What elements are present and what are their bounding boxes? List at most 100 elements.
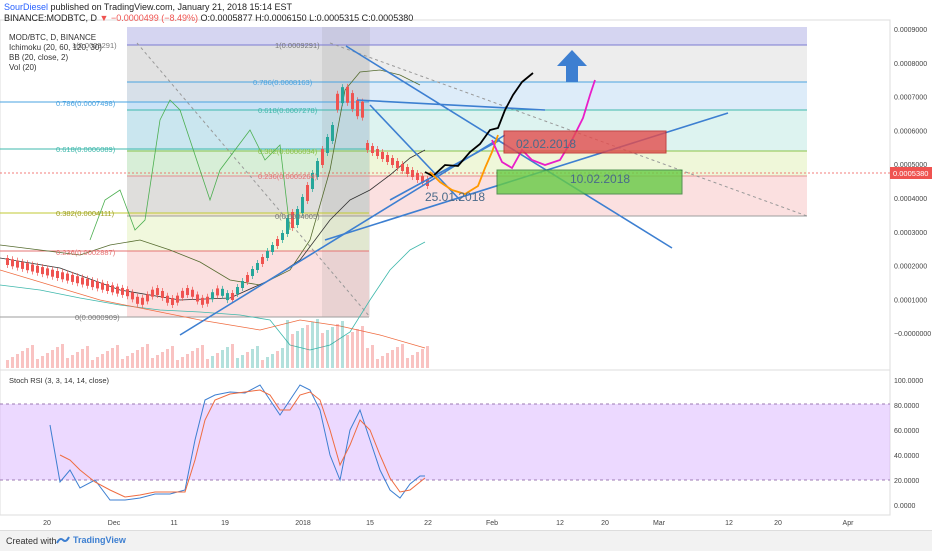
candle-body — [331, 125, 334, 141]
candle-body — [401, 164, 404, 171]
volume-bar — [171, 346, 174, 368]
volume-bar — [356, 329, 359, 368]
stoch-d-line — [59, 389, 426, 498]
volume-bar — [331, 327, 334, 368]
candle-body — [121, 287, 124, 295]
volume-bar — [421, 349, 424, 368]
candle-body — [271, 245, 274, 252]
red-box-date: 02.02.2018 — [516, 137, 576, 151]
price-axis-label: 0.0007000 — [894, 95, 927, 102]
candle-body — [311, 173, 314, 189]
fib-left-0786: 0.786(0.0007498) — [56, 99, 116, 108]
price-axis-label: −0.0000000 — [894, 331, 931, 338]
price-axis-label: 0.0004000 — [894, 196, 927, 203]
current-price-text: 0.0005380 — [893, 169, 928, 178]
projection-black[interactable] — [424, 72, 534, 178]
indicator-vol[interactable]: Vol (20) — [9, 63, 37, 72]
volume-bar — [196, 348, 199, 368]
price-axis-label: 0.0003000 — [894, 230, 927, 237]
volume-bar — [251, 349, 254, 368]
up-arrow-icon — [557, 50, 587, 82]
volume-bar — [281, 348, 284, 368]
candle-body — [156, 288, 159, 296]
candle-body — [231, 293, 234, 300]
volume-bar — [156, 355, 159, 368]
time-axis-label: Feb — [486, 520, 498, 527]
volume-bar — [106, 351, 109, 368]
time-axis-label: 2018 — [295, 520, 311, 527]
volume-bar — [246, 352, 249, 368]
candle-body — [16, 260, 19, 268]
candle-body — [176, 295, 179, 303]
time-axis-label: 19 — [221, 520, 229, 527]
volume-bar — [126, 356, 129, 368]
volume-bar — [391, 350, 394, 368]
published-text: published on TradingView.com, January 21… — [50, 2, 293, 12]
candle-body — [366, 143, 369, 150]
volume-bar — [386, 353, 389, 368]
fib-zones-right — [127, 27, 807, 216]
candle-body — [336, 93, 339, 110]
indicator-bb[interactable]: BB (20, close, 2) — [9, 53, 69, 62]
volume-bar — [256, 346, 259, 368]
candle-body — [266, 251, 269, 258]
time-axis-label: 11 — [170, 520, 177, 527]
time-axis-label: Dec — [108, 520, 121, 527]
current-price-tag — [890, 167, 932, 179]
price-chart[interactable]: 0.0009000 0.0008000 0.0007000 0.0006000 0.00… — [0, 0, 932, 530]
stoch-band — [0, 404, 890, 480]
volume-bar — [76, 352, 79, 368]
candle-body — [206, 296, 209, 304]
candlesticks[interactable] — [6, 83, 429, 308]
volume-bar — [406, 358, 409, 368]
time-axis-label: Apr — [843, 520, 855, 527]
time-axis-label: 15 — [366, 520, 374, 527]
volume-bar — [136, 350, 139, 368]
volume-bar — [41, 356, 44, 368]
volume-bar — [6, 360, 9, 368]
candle-body — [196, 294, 199, 302]
candle-body — [136, 296, 139, 304]
green-target-box[interactable] — [496, 169, 683, 195]
red-target-box[interactable] — [503, 130, 667, 154]
indicator-ichimoku[interactable]: Ichimoku (20, 60, 120, 30) — [9, 43, 102, 52]
volume-bar — [416, 352, 419, 368]
candle-body — [161, 290, 164, 298]
candle-body — [56, 271, 59, 278]
volume-bar — [296, 331, 299, 368]
projection-orange[interactable] — [429, 134, 499, 195]
candle-body — [91, 280, 94, 288]
symbol-line: BINANCE:MODBTC, D ▼ −0.0000499 (−8.49%) … — [4, 13, 413, 23]
time-axis-label: 22 — [424, 520, 432, 527]
candle-body — [76, 276, 79, 284]
volume-bar — [396, 347, 399, 368]
time-axis-label: 20 — [601, 520, 609, 527]
candle-body — [341, 87, 344, 104]
fib-left-0236: 0.236(0.0002887) — [56, 248, 116, 257]
fib-lines-left — [0, 101, 369, 318]
fib-left-0618: 0.618(0.0006089) — [56, 145, 116, 154]
volume-bar — [146, 344, 149, 368]
candle-body — [256, 263, 259, 270]
volume-bar — [411, 355, 414, 368]
candle-body — [361, 101, 364, 118]
candle-body — [281, 233, 284, 240]
candle-body — [181, 290, 184, 298]
candle-body — [81, 277, 84, 285]
volume-bar — [361, 326, 364, 368]
candle-body — [241, 281, 244, 288]
price-axis-label: 0.0009000 — [894, 27, 927, 34]
price-axis: 0.0009000 0.0008000 0.0007000 0.0006000 0.00… — [894, 27, 931, 338]
volume-bar — [16, 354, 19, 368]
volume-bar — [231, 344, 234, 368]
candle-body — [286, 218, 289, 234]
author-link[interactable]: SourDiesel — [4, 2, 49, 12]
volume-bar — [326, 330, 329, 368]
tradingview-brand[interactable]: TradingView — [73, 535, 126, 545]
volume-bar — [316, 319, 319, 368]
projection-magenta[interactable] — [491, 79, 596, 170]
candle-body — [26, 263, 29, 271]
price-axis-label: 0.0005000 — [894, 162, 927, 169]
candle-body — [46, 268, 49, 276]
volume-bar — [61, 344, 64, 368]
